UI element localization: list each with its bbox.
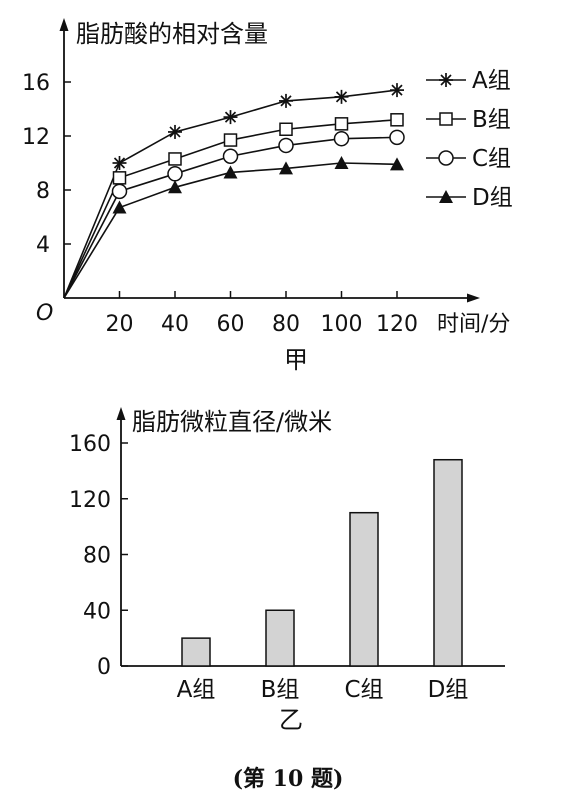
figure-caption: (第 10 题)	[233, 766, 344, 792]
x-tick-label: 60	[217, 312, 245, 337]
circle-point	[167, 166, 183, 182]
y-tick-label: 80	[83, 544, 111, 569]
x-tick-label: 120	[376, 312, 418, 337]
tick-labels: 0 40 80 120 160 A组 B组 C组 D组	[69, 432, 468, 703]
category-label: A组	[177, 677, 216, 703]
legend-label: B组	[472, 107, 511, 133]
circle-point	[389, 129, 405, 146]
asterisk-stroke	[280, 95, 292, 107]
asterisk-stroke	[440, 74, 452, 86]
x-tick-label: 40	[161, 312, 189, 337]
square-point	[223, 133, 238, 147]
triangle-point	[334, 156, 349, 169]
circle-point	[438, 150, 454, 166]
line-chart-fatty-acid: 脂肪酸的相对含量 O 时间/分 甲 20 40 60 80 100 120 4 8 12 16 A…	[22, 18, 513, 374]
triangle-point	[279, 161, 293, 175]
x-axis-label: 时间/分	[437, 312, 510, 337]
y-tick-label: 12	[22, 125, 50, 150]
legend: A组 B组 C组 D组	[426, 68, 513, 211]
asterisk-point	[279, 93, 293, 108]
asterisk-stroke	[169, 126, 181, 138]
x-tick-label: 20	[106, 312, 134, 337]
y-tick-label: 8	[36, 179, 50, 204]
asterisk-point	[439, 73, 453, 87]
asterisk-stroke	[391, 84, 403, 96]
asterisk-point	[112, 156, 127, 170]
tick-labels: 20 40 60 80 100 120 4 8 12 16	[22, 71, 418, 337]
asterisk-stroke	[224, 111, 237, 123]
bars	[181, 458, 463, 667]
bar-chart-particle-diameter: 脂肪微粒直径/微米 乙 0 40 80 120 160 A组 B组 C组 D组	[69, 407, 505, 734]
chart-b-title: 脂肪微粒直径/微米	[132, 408, 332, 436]
triangle-point	[223, 165, 238, 179]
square-point	[279, 122, 293, 136]
category-label: C组	[344, 677, 383, 703]
circle-point	[333, 130, 350, 147]
panel-label-jia: 甲	[284, 346, 308, 374]
circle-point	[222, 148, 239, 164]
triangle-point	[112, 200, 127, 214]
y-tick-label: 0	[97, 655, 111, 680]
legend-label: A组	[472, 68, 511, 94]
legend-label: C组	[472, 146, 511, 172]
y-axis-arrow	[59, 18, 69, 31]
y-tick-label: 16	[22, 71, 50, 96]
legend-label: D组	[472, 185, 513, 211]
y-axis-arrow	[116, 407, 126, 420]
y-tick-label: 160	[69, 432, 111, 457]
circle-point	[111, 183, 128, 200]
circle-point	[278, 137, 294, 154]
square-point	[334, 117, 349, 131]
x-tick-label: 100	[321, 312, 363, 337]
square-point	[112, 171, 127, 185]
y-tick-label: 120	[69, 488, 111, 513]
category-label: B组	[261, 677, 300, 703]
triangle-point	[390, 157, 404, 171]
series-group	[63, 83, 405, 299]
y-tick-label: 40	[83, 599, 111, 624]
triangle-point	[168, 180, 182, 194]
asterisk-stroke	[335, 91, 348, 103]
x-tick-label: 80	[272, 312, 300, 337]
triangle-point	[439, 190, 453, 203]
square-point	[168, 152, 182, 166]
origin-label: O	[36, 301, 53, 326]
asterisk-point	[390, 83, 404, 98]
square-point	[439, 112, 453, 126]
x-axis-arrow	[467, 293, 480, 303]
asterisk-point	[334, 89, 349, 104]
bar-3	[349, 511, 379, 667]
bar-1	[181, 637, 211, 667]
panel-label-yi: 乙	[279, 706, 303, 734]
chart-a-title: 脂肪酸的相对含量	[76, 20, 268, 48]
asterisk-stroke	[113, 157, 126, 169]
bar-2	[265, 609, 295, 667]
y-tick-label: 4	[36, 233, 50, 258]
square-point	[390, 113, 404, 127]
asterisk-point	[168, 124, 182, 139]
asterisk-point	[223, 110, 238, 125]
category-label: D组	[428, 677, 469, 703]
bar-4	[433, 458, 463, 667]
